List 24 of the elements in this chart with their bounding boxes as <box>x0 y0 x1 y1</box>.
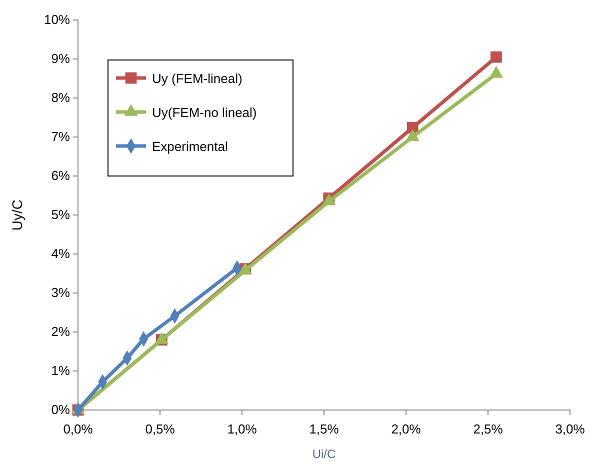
y-tick-label: 7% <box>51 129 70 144</box>
y-tick-label: 8% <box>51 90 70 106</box>
x-tick-label: 2,5% <box>473 422 504 437</box>
y-axis-title: Uy/C <box>9 199 25 231</box>
x-tick-label: 0,5% <box>145 422 176 437</box>
y-tick-label: 4% <box>51 246 70 262</box>
y-tick-label: 5% <box>51 207 70 222</box>
x-tick-label: 1,0% <box>227 422 258 437</box>
y-tick-label: 9% <box>51 51 70 66</box>
x-tick-label: 2,0% <box>391 422 422 437</box>
y-tick-label: 0% <box>51 402 70 418</box>
legend-label: Experimental <box>152 139 228 154</box>
point <box>490 51 502 63</box>
y-tick-label: 2% <box>51 324 70 340</box>
x-tick-label: 1,5% <box>309 422 340 437</box>
legend-label: Uy(FEM-no lineal) <box>152 105 257 120</box>
legend-label: Uy (FEM-lineal) <box>152 71 242 86</box>
y-tick-label: 6% <box>51 168 70 184</box>
x-axis-title: Ui/C <box>312 447 336 461</box>
x-tick-label: 0,0% <box>63 422 94 437</box>
y-tick-label: 10% <box>44 12 70 28</box>
y-tick-label: 1% <box>51 363 70 378</box>
x-tick-label: 3,0% <box>555 422 586 437</box>
y-tick-label: 3% <box>51 285 70 300</box>
